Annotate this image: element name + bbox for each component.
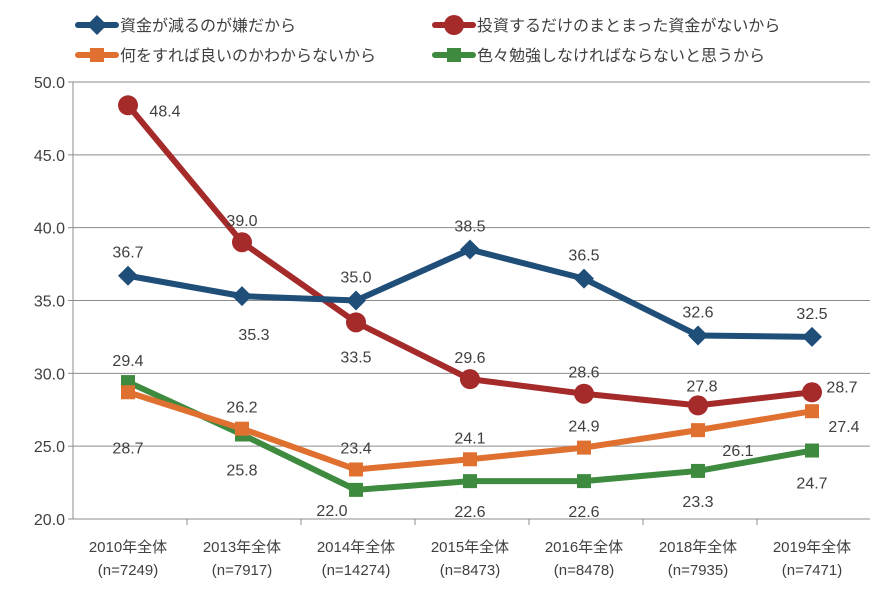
legend-label: 何をすれば良いのかわからないから — [120, 47, 376, 65]
x-tick-label: 2015年全体 — [431, 538, 509, 556]
x-tick-label: 2019年全体 — [773, 538, 851, 556]
data-point-diamond — [802, 326, 822, 347]
data-label: 35.3 — [238, 327, 269, 344]
data-point-diamond — [87, 15, 107, 35]
data-point-diamond — [232, 286, 252, 307]
data-label: 24.1 — [454, 430, 485, 447]
data-point-square — [463, 474, 477, 489]
x-tick-sublabel: (n=8473) — [440, 562, 500, 579]
data-label: 26.2 — [226, 400, 257, 417]
data-point-circle — [232, 232, 252, 253]
x-tick-sublabel: (n=14274) — [322, 562, 391, 579]
series-0 — [118, 239, 822, 347]
data-label: 35.0 — [340, 270, 371, 287]
data-point-circle — [118, 95, 138, 116]
data-label: 22.6 — [454, 504, 485, 521]
data-label: 48.4 — [149, 103, 180, 120]
y-tick-label: 25.0 — [34, 439, 65, 456]
data-label: 28.7 — [826, 379, 857, 396]
data-point-square — [349, 482, 363, 497]
data-point-square — [691, 423, 705, 438]
data-point-circle — [346, 312, 366, 333]
data-label: 28.7 — [112, 440, 143, 457]
legend-label: 資金が減るのが嫌だから — [120, 17, 296, 35]
data-point-circle — [574, 383, 594, 404]
legend-item: 投資するだけのまとまった資金がないから — [432, 15, 780, 35]
data-label: 29.4 — [112, 353, 143, 370]
x-tick-sublabel: (n=7249) — [98, 562, 158, 579]
data-point-square — [805, 443, 819, 458]
series-1 — [118, 95, 822, 416]
x-tick-sublabel: (n=7935) — [668, 562, 728, 579]
x-tick-label: 2010年全体 — [89, 538, 167, 556]
data-label: 23.4 — [340, 440, 371, 457]
data-label: 28.6 — [568, 365, 599, 382]
data-label: 38.5 — [454, 219, 485, 236]
x-tick-sublabel: (n=7917) — [212, 562, 272, 579]
data-label: 32.6 — [682, 304, 713, 321]
legend-item: 何をすれば良いのかわからないから — [75, 47, 376, 65]
data-label: 24.9 — [568, 419, 599, 436]
y-tick-label: 35.0 — [34, 294, 65, 311]
data-point-square — [349, 462, 363, 477]
x-tick-sublabel: (n=7471) — [782, 562, 842, 579]
legend-label: 投資するだけのまとまった資金がないから — [477, 17, 780, 35]
data-label: 26.1 — [722, 443, 753, 460]
x-tick-label: 2013年全体 — [203, 538, 281, 556]
x-tick-label: 2014年全体 — [317, 538, 395, 556]
data-label: 33.5 — [340, 349, 371, 366]
data-point-diamond — [346, 290, 366, 311]
data-point-square — [805, 404, 819, 419]
data-point-diamond — [118, 265, 138, 286]
legend-item: 資金が減るのが嫌だから — [75, 15, 296, 35]
data-label: 23.3 — [682, 494, 713, 511]
data-point-square — [90, 48, 104, 62]
data-point-diamond — [688, 325, 708, 346]
data-point-circle — [688, 395, 708, 416]
data-label: 24.7 — [796, 476, 827, 493]
y-tick-label: 40.0 — [34, 221, 65, 238]
legend-item: 色々勉強しなければならないと思うから — [432, 47, 765, 65]
data-point-square — [577, 474, 591, 489]
data-label: 36.7 — [112, 245, 143, 262]
y-tick-label: 30.0 — [34, 366, 65, 383]
series-line — [127, 246, 813, 340]
data-point-circle — [460, 369, 480, 390]
data-point-square — [447, 48, 461, 62]
legend-label: 色々勉強しなければならないと思うから — [477, 47, 765, 65]
data-point-square — [235, 421, 249, 436]
data-point-square — [577, 440, 591, 455]
data-label: 27.4 — [828, 419, 859, 436]
data-point-circle — [802, 382, 822, 403]
data-label: 39.0 — [226, 213, 257, 230]
data-label: 25.8 — [226, 463, 257, 480]
data-label: 22.6 — [568, 504, 599, 521]
data-point-square — [691, 463, 705, 478]
data-label: 29.6 — [454, 350, 485, 367]
data-label: 27.8 — [686, 378, 717, 395]
data-label: 36.5 — [568, 248, 599, 265]
data-point-circle — [444, 15, 464, 35]
series-2 — [121, 385, 819, 477]
data-label: 22.0 — [316, 503, 347, 520]
data-point-diamond — [574, 268, 594, 289]
x-tick-sublabel: (n=8478) — [554, 562, 614, 579]
data-point-square — [121, 385, 135, 400]
y-tick-label: 45.0 — [34, 148, 65, 165]
x-tick-label: 2016年全体 — [545, 538, 623, 556]
data-point-diamond — [460, 239, 480, 260]
data-point-square — [463, 452, 477, 467]
data-label: 32.5 — [796, 306, 827, 323]
x-tick-label: 2018年全体 — [659, 538, 737, 556]
y-tick-label: 50.0 — [34, 75, 65, 92]
y-tick-label: 20.0 — [34, 512, 65, 529]
